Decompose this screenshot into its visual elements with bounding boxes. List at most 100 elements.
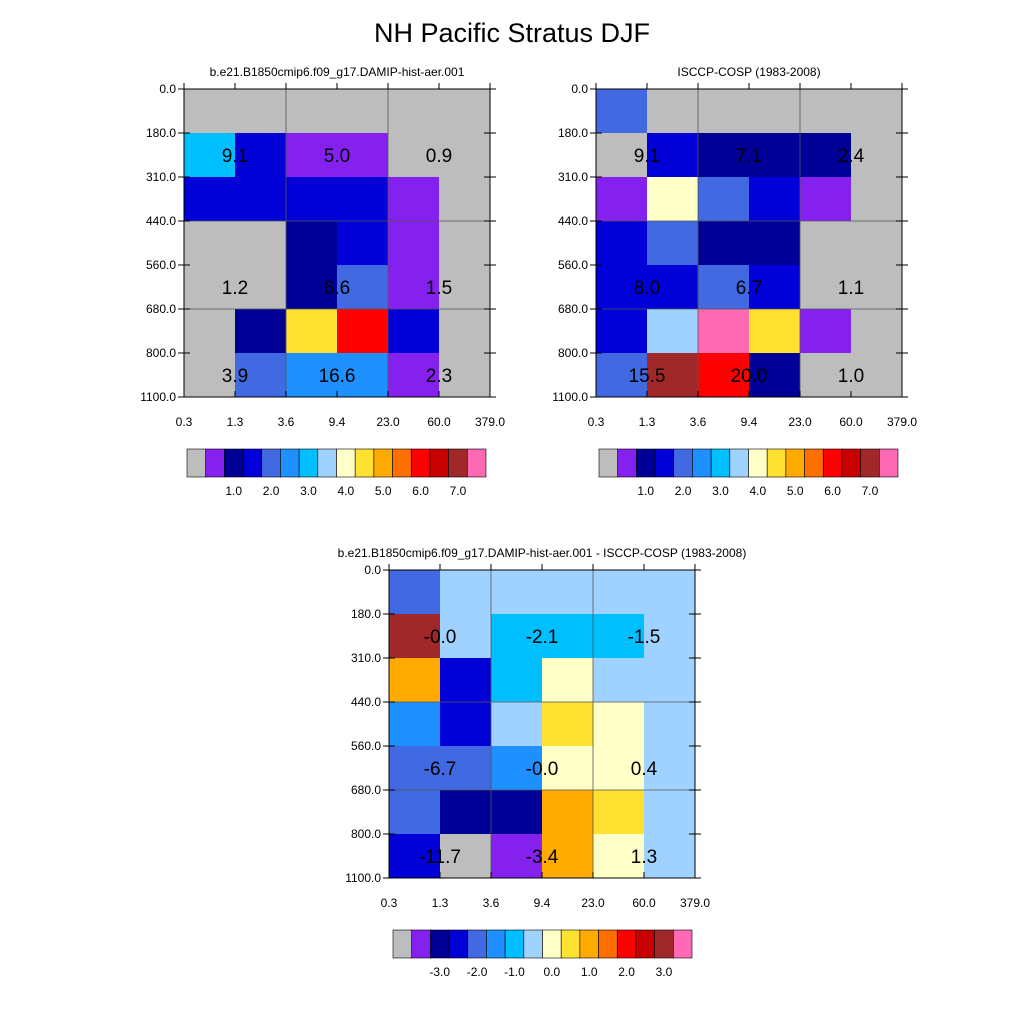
- heatmap-cell: [440, 570, 492, 615]
- colorbar-swatch: [785, 448, 805, 478]
- heatmap-cell: [491, 790, 543, 835]
- y-tick-label: 560.0: [351, 739, 381, 753]
- heatmap-cell: [644, 790, 696, 835]
- y-tick-label: 180.0: [146, 126, 176, 140]
- data-label: -3.4: [526, 847, 559, 868]
- heatmap-cell: [800, 309, 852, 354]
- heatmap-cell: [542, 702, 594, 747]
- colorbar-swatch: [430, 929, 450, 959]
- data-label: 1.3: [631, 847, 657, 868]
- heatmap-cell: [389, 746, 441, 791]
- heatmap-cell: [644, 834, 696, 879]
- heatmap-cell: [491, 702, 543, 747]
- panel-title: ISCCP-COSP (1983-2008): [677, 65, 820, 79]
- x-tick-label: 9.4: [329, 415, 346, 429]
- colorbar-swatch: [523, 929, 543, 959]
- heatmap-cell: [749, 177, 801, 222]
- heatmap-cell: [389, 702, 441, 747]
- colorbar-swatch: [280, 448, 300, 478]
- colorbar-swatch: [205, 448, 225, 478]
- heatmap-cell: [184, 265, 236, 310]
- colorbar-swatch: [617, 448, 637, 478]
- colorbar-swatch: [860, 448, 880, 478]
- heatmap-cell: [851, 309, 903, 354]
- heatmap-cell: [388, 353, 440, 398]
- colorbar-swatch: [636, 448, 656, 478]
- heatmap-cell: [184, 89, 236, 134]
- colorbar-label: 3.0: [656, 965, 673, 979]
- heatmap-cell: [596, 133, 648, 178]
- x-tick-label: 0.3: [588, 415, 605, 429]
- colorbar-label: 5.0: [375, 484, 392, 498]
- heatmap-cell: [800, 353, 852, 398]
- colorbar-swatch: [710, 448, 731, 478]
- colorbar-swatch: [467, 929, 487, 959]
- colorbar-swatch: [354, 448, 375, 478]
- heatmap-cell: [184, 221, 236, 266]
- heatmap-cell: [235, 221, 287, 266]
- y-tick-label: 1100.0: [345, 871, 381, 885]
- heatmap-cell: [440, 790, 492, 835]
- data-label: 1.5: [426, 278, 452, 299]
- heatmap-cell: [647, 353, 699, 398]
- colorbar-label: 6.0: [824, 484, 841, 498]
- heatmap-cell: [800, 265, 852, 310]
- heatmap-cell: [593, 834, 645, 879]
- colorbar-label: 5.0: [787, 484, 804, 498]
- heatmap-cell: [439, 133, 491, 178]
- data-label: 0.4: [631, 759, 658, 780]
- heatmap-cell: [644, 702, 696, 747]
- heatmap-cell: [596, 309, 648, 354]
- heatmap-cell: [337, 89, 389, 134]
- y-tick-label: 680.0: [351, 783, 381, 797]
- x-tick-label: 379.0: [887, 415, 917, 429]
- heatmap-cell: [337, 353, 389, 398]
- colorbar-swatch: [186, 448, 206, 478]
- data-label: 2.3: [426, 366, 452, 387]
- panel-title: b.e21.B1850cmip6.f09_g17.DAMIP-hist-aer.…: [338, 546, 747, 560]
- heatmap-panel-model: b.e21.B1850cmip6.f09_g17.DAMIP-hist-aer.…: [140, 65, 505, 498]
- heatmap-cell: [698, 265, 750, 310]
- colorbar-label: 6.0: [412, 484, 429, 498]
- colorbar-swatch: [635, 929, 655, 959]
- heatmap-cell: [647, 265, 699, 310]
- heatmap-cell: [851, 177, 903, 222]
- colorbar-label: 0.0: [544, 965, 561, 979]
- y-tick-label: 560.0: [146, 258, 176, 272]
- heatmap-panel-diff: b.e21.B1850cmip6.f09_g17.DAMIP-hist-aer.…: [338, 546, 747, 979]
- colorbar-swatch: [654, 929, 674, 959]
- heatmap-cell: [389, 790, 441, 835]
- x-tick-label: 379.0: [680, 896, 710, 910]
- heatmap-cell: [439, 177, 491, 222]
- heatmap-cell: [542, 658, 594, 703]
- colorbar-swatch: [242, 448, 263, 478]
- colorbar-label: 2.0: [618, 965, 635, 979]
- heatmap-cell: [235, 177, 287, 222]
- colorbar-swatch: [822, 448, 843, 478]
- colorbar-swatch: [336, 448, 356, 478]
- x-tick-label: 379.0: [475, 415, 505, 429]
- colorbar-label: 1.0: [637, 484, 654, 498]
- colorbar-label: 4.0: [750, 484, 767, 498]
- heatmap-cell: [749, 221, 801, 266]
- heatmap-cell: [851, 89, 903, 134]
- colorbar-swatch: [429, 448, 449, 478]
- colorbar-swatch: [598, 929, 618, 959]
- heatmap-cell: [851, 353, 903, 398]
- colorbar-label: -2.0: [467, 965, 488, 979]
- heatmap-cell: [698, 177, 750, 222]
- heatmap-cell: [439, 89, 491, 134]
- colorbar-swatch: [448, 448, 468, 478]
- heatmap-cell: [286, 221, 338, 266]
- x-tick-label: 3.6: [483, 896, 500, 910]
- colorbar-swatch: [616, 929, 637, 959]
- colorbar-swatch: [598, 448, 618, 478]
- heatmap-cell: [440, 834, 492, 879]
- y-tick-label: 440.0: [351, 695, 381, 709]
- heatmap-cell: [388, 265, 440, 310]
- colorbar-swatch: [392, 929, 412, 959]
- x-tick-label: 9.4: [741, 415, 758, 429]
- heatmap-cell: [389, 570, 441, 615]
- heatmap-cell: [851, 221, 903, 266]
- heatmap-cell: [439, 309, 491, 354]
